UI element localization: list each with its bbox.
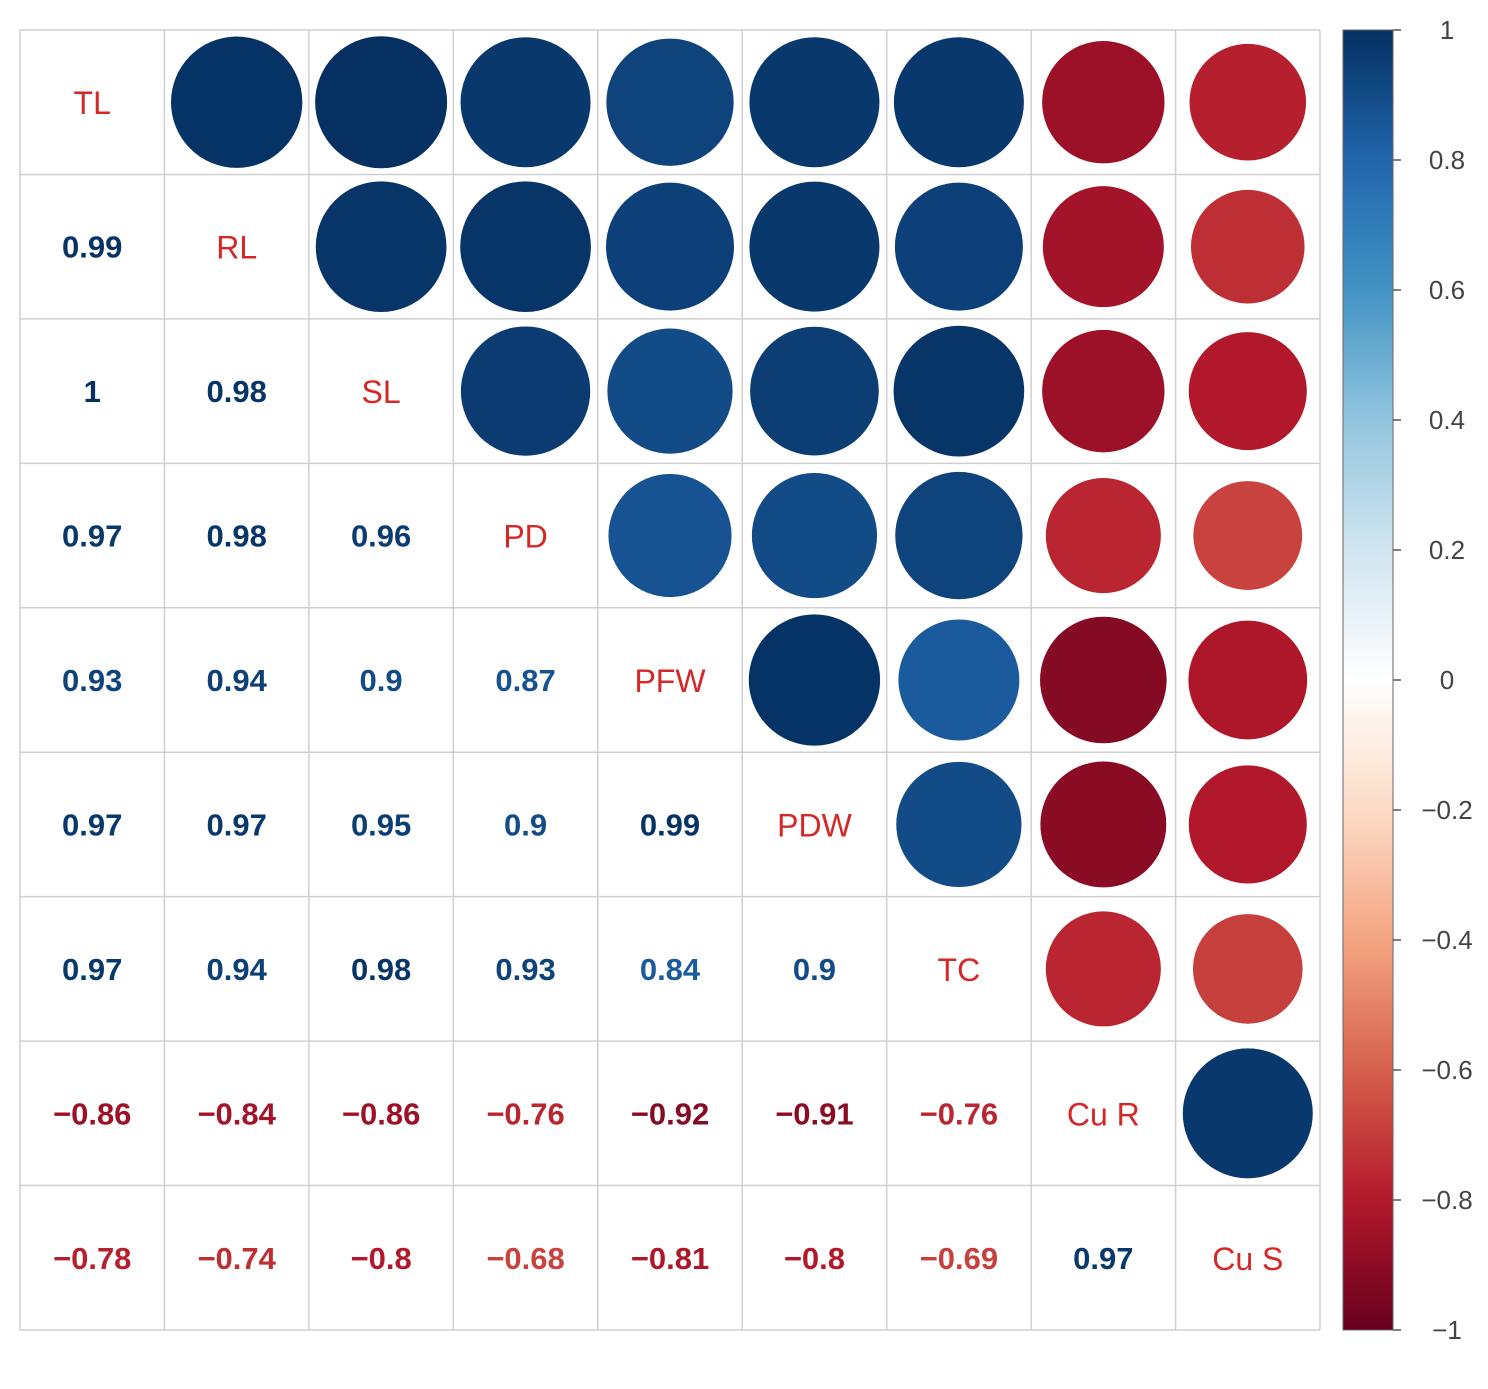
- correlation-circle: [893, 325, 1025, 457]
- correlation-value: −0.8: [784, 1241, 845, 1276]
- correlation-circle: [750, 326, 879, 456]
- colorbar-tick-label: −0.2: [1421, 795, 1472, 825]
- variable-label: TL: [74, 85, 111, 121]
- correlation-circle: [460, 326, 591, 456]
- correlation-value: 0.97: [206, 807, 266, 842]
- colorbar-tick-label: −0.6: [1421, 1055, 1472, 1085]
- correlation-value: −0.86: [53, 1096, 131, 1131]
- correlation-value: 0.97: [62, 519, 122, 554]
- variable-label: SL: [362, 374, 401, 410]
- correlation-circle: [170, 36, 303, 168]
- colorbar-ticks: 1 0.8 0.6 0.4 0.2 0 −0.2 −0.4 −0.6 −0.8 −1: [1393, 15, 1473, 1345]
- colorbar-tick-label: −0.8: [1421, 1185, 1472, 1215]
- correlation-circle: [1192, 914, 1303, 1024]
- correlation-circle: [460, 181, 591, 313]
- correlation-value: −0.91: [775, 1096, 853, 1131]
- correlation-circle: [1040, 616, 1167, 744]
- correlation-circle: [898, 619, 1020, 741]
- correlation-value: 0.9: [793, 952, 836, 987]
- correlation-value: −0.76: [920, 1096, 998, 1131]
- correlation-circle: [1188, 332, 1307, 451]
- colorbar: 1 0.8 0.6 0.4 0.2 0 −0.2 −0.4 −0.6 −0.8 −1: [1342, 15, 1473, 1345]
- colorbar-tick-label: −1: [1432, 1315, 1462, 1345]
- correlation-circle: [1189, 43, 1307, 161]
- correlation-circle: [315, 181, 447, 313]
- correlation-circle: [1182, 1048, 1313, 1179]
- variable-label: TC: [938, 952, 981, 988]
- correlation-value: 0.98: [351, 952, 411, 987]
- variable-label: PFW: [634, 663, 706, 699]
- correlation-value: 0.87: [495, 663, 555, 698]
- correlation-value: −0.76: [486, 1096, 564, 1131]
- correlation-circle: [896, 761, 1022, 888]
- correlation-circle: [748, 614, 881, 746]
- colorbar-tick-label: 0.2: [1429, 535, 1465, 565]
- colorbar-tick-label: 0.6: [1429, 275, 1465, 305]
- correlation-circle: [893, 37, 1024, 168]
- correlation-circle: [607, 328, 733, 454]
- correlation-circle: [460, 37, 591, 168]
- correlation-value: −0.8: [351, 1241, 412, 1276]
- correlation-circle: [1042, 186, 1164, 308]
- colorbar-tick-label: −0.4: [1421, 925, 1472, 955]
- correlation-value: 0.99: [640, 807, 700, 842]
- correlation-circle: [606, 182, 734, 311]
- correlation-circle: [608, 473, 732, 598]
- variable-label: Cu R: [1067, 1096, 1140, 1132]
- correlation-value: 0.9: [504, 807, 547, 842]
- correlation-circle: [749, 181, 880, 312]
- colorbar-tick-label: 0.8: [1429, 145, 1465, 175]
- matrix-grid: [19, 29, 1321, 1331]
- correlation-value: 0.98: [206, 519, 266, 554]
- correlation-value: −0.92: [631, 1096, 709, 1131]
- correlation-circle: [895, 471, 1023, 600]
- correlation-value: 0.97: [62, 807, 122, 842]
- colorbar-tick-label: 0.4: [1429, 405, 1465, 435]
- correlation-value: −0.78: [53, 1241, 131, 1276]
- correlation-circle: [749, 37, 880, 168]
- correlation-circle: [894, 182, 1023, 311]
- correlation-value: 0.9: [360, 663, 403, 698]
- colorbar-tick-label: 0: [1440, 665, 1454, 695]
- correlation-value: −0.68: [486, 1241, 564, 1276]
- correlation-circle: [1188, 765, 1307, 884]
- correlation-value: 0.99: [62, 230, 122, 265]
- variable-label: PD: [503, 519, 547, 555]
- correlation-circle: [1188, 620, 1308, 740]
- correlation-value: 0.93: [495, 952, 555, 987]
- correlation-circle: [1042, 41, 1165, 164]
- correlation-circle: [315, 36, 448, 169]
- correlation-value: 0.98: [206, 374, 266, 409]
- correlation-value: −0.81: [631, 1241, 709, 1276]
- correlation-value: 0.84: [640, 952, 701, 987]
- correlation-value: 0.95: [351, 807, 411, 842]
- correlation-circle: [1045, 478, 1161, 594]
- correlation-value: 0.94: [206, 663, 267, 698]
- correlation-circle: [606, 38, 734, 166]
- colorbar-tick-label: 1: [1440, 15, 1454, 45]
- correlation-value: 0.94: [206, 952, 267, 987]
- correlation-value: 0.97: [1073, 1241, 1133, 1276]
- correlation-value: 0.96: [351, 519, 411, 554]
- correlation-circle: [1191, 189, 1305, 304]
- correlation-value: 0.97: [62, 952, 122, 987]
- correlation-circle: [751, 472, 878, 599]
- correlation-value: 1: [84, 374, 101, 409]
- correlation-value: −0.74: [197, 1241, 276, 1276]
- correlation-value: −0.86: [342, 1096, 420, 1131]
- correlation-circle: [1045, 911, 1161, 1027]
- correlation-circle: [1040, 761, 1167, 888]
- colorbar-gradient: [1342, 29, 1394, 1331]
- variable-label: RL: [216, 230, 257, 266]
- correlation-value: 0.93: [62, 663, 122, 698]
- correlation-circle: [1042, 329, 1165, 453]
- variable-label: PDW: [777, 807, 852, 843]
- correlation-value: −0.69: [920, 1241, 998, 1276]
- correlation-value: −0.84: [197, 1096, 276, 1131]
- variable-label: Cu S: [1212, 1241, 1283, 1277]
- correlation-circle: [1193, 481, 1303, 590]
- matrix-marks: TL 0.99 RL 1 0.98 SL 0.97 0.98 0.96 PD 0.93 0.94 0.9…: [53, 36, 1313, 1277]
